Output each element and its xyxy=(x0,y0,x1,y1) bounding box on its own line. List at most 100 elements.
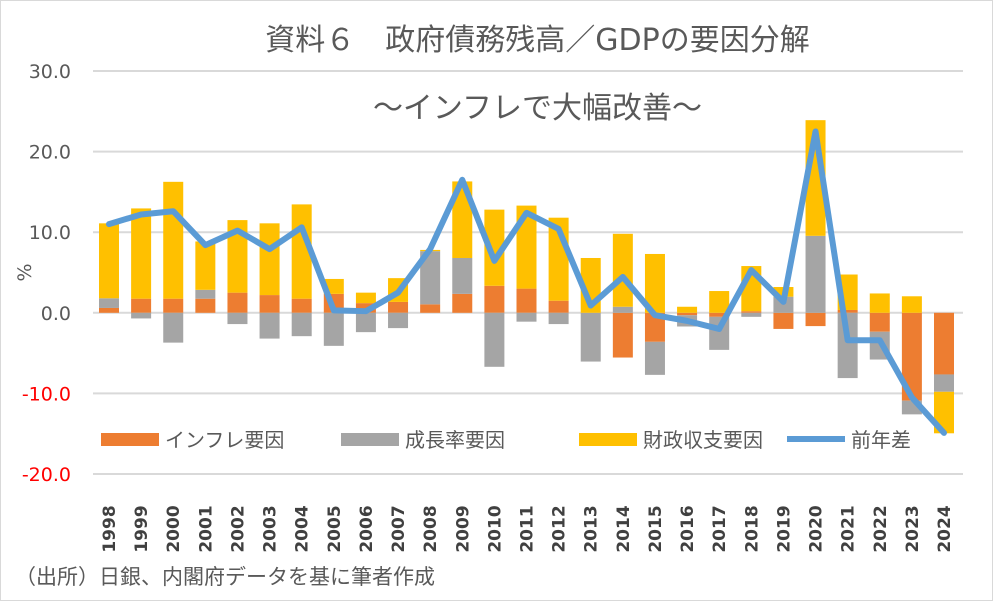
bar-財政収支要因-2006 xyxy=(355,292,376,304)
y-tick-label: -20.0 xyxy=(22,464,71,486)
bar-成長率要因-2012 xyxy=(548,312,569,325)
bar-財政収支要因-1999 xyxy=(131,208,152,299)
bar-インフレ要因-2009 xyxy=(452,293,473,313)
bar-財政収支要因-2023 xyxy=(901,296,922,313)
bar-財政収支要因-1998 xyxy=(99,223,119,299)
bar-インフレ要因-2017 xyxy=(709,312,730,317)
bar-財政収支要因-2002 xyxy=(227,220,248,293)
x-tick-label: 2007 xyxy=(389,505,409,552)
source-note: （出所）日銀、内閣府データを基に筆者作成 xyxy=(15,565,435,589)
x-tick-label: 2008 xyxy=(421,505,441,552)
x-tick-label: 2019 xyxy=(774,505,794,552)
bar-インフレ要因-2015 xyxy=(644,312,665,342)
bar-成長率要因-2014 xyxy=(612,306,633,313)
bar-インフレ要因-1998 xyxy=(99,307,119,313)
y-axis-label: % xyxy=(14,263,36,281)
bar-インフレ要因-2014 xyxy=(612,312,633,358)
bar-成長率要因-2003 xyxy=(259,312,280,339)
bar-成長率要因-2018 xyxy=(741,312,762,317)
bar-インフレ要因-2003 xyxy=(259,295,280,313)
bar-成長率要因-2008 xyxy=(420,251,441,305)
bar-インフレ要因-2022 xyxy=(869,312,890,332)
bar-インフレ要因-2023 xyxy=(901,312,922,401)
legend-label: 前年差 xyxy=(851,428,911,452)
bar-インフレ要因-2002 xyxy=(227,292,248,313)
y-tick-label: 30.0 xyxy=(29,61,71,83)
bar-インフレ要因-2024 xyxy=(934,312,954,375)
x-tick-label: 2009 xyxy=(453,505,473,552)
bar-インフレ要因-2004 xyxy=(291,298,312,313)
x-tick-label: 2004 xyxy=(293,505,313,552)
bar-成長率要因-2007 xyxy=(388,312,409,329)
x-tick-label: 2011 xyxy=(518,505,538,552)
x-tick-label: 1998 xyxy=(100,505,120,552)
bar-財政収支要因-2016 xyxy=(677,306,698,313)
bar-財政収支要因-2022 xyxy=(869,293,890,313)
bar-成長率要因-2005 xyxy=(323,312,344,346)
x-tick-label: 2018 xyxy=(742,505,762,552)
bar-インフレ要因-2000 xyxy=(163,298,184,313)
x-tick-label: 2006 xyxy=(357,505,377,552)
chart-subtitle: ～インフレで大幅改善～ xyxy=(372,91,703,126)
bar-インフレ要因-2012 xyxy=(548,300,569,313)
legend-label: 財政収支要因 xyxy=(643,428,763,452)
bar-財政収支要因-2011 xyxy=(516,205,537,289)
bar-財政収支要因-2017 xyxy=(709,291,730,313)
bar-成長率要因-2009 xyxy=(452,257,473,294)
bar-インフレ要因-2007 xyxy=(388,301,409,313)
bar-成長率要因-2004 xyxy=(291,312,312,337)
bar-財政収支要因-2014 xyxy=(612,233,633,307)
legend-label: インフレ要因 xyxy=(165,428,284,452)
x-tick-label: 2024 xyxy=(935,505,955,552)
bar-インフレ要因-2016 xyxy=(677,312,698,316)
bar-成長率要因-2011 xyxy=(516,312,537,322)
x-tick-label: 2001 xyxy=(196,505,216,552)
bar-財政収支要因-2015 xyxy=(644,253,665,313)
x-tick-label: 2003 xyxy=(261,505,281,552)
legend-swatch xyxy=(341,433,399,446)
bar-インフレ要因-2008 xyxy=(420,304,441,313)
x-tick-label: 2020 xyxy=(807,505,827,552)
bar-インフレ要因-2001 xyxy=(195,298,216,313)
y-tick-label: 20.0 xyxy=(29,142,71,164)
y-tick-label: 0.0 xyxy=(41,303,71,325)
x-tick-label: 2002 xyxy=(228,505,248,552)
bar-成長率要因-2000 xyxy=(163,312,184,343)
legend-label: 成長率要因 xyxy=(405,428,505,452)
bar-成長率要因-2015 xyxy=(644,341,665,375)
line-前年差 xyxy=(106,128,947,436)
y-tick-label: -10.0 xyxy=(22,383,71,405)
bar-インフレ要因-2021 xyxy=(837,309,858,313)
x-tick-label: 2012 xyxy=(550,505,570,552)
bar-成長率要因-1998 xyxy=(99,298,119,308)
legend-swatch xyxy=(579,433,637,446)
x-tick-label: 2017 xyxy=(710,505,730,552)
bar-成長率要因-2024 xyxy=(934,374,954,392)
bar-成長率要因-2001 xyxy=(195,289,216,299)
chart-title: 資料６ 政府債務残高／GDPの要因分解 xyxy=(265,23,810,58)
bar-インフレ要因-2020 xyxy=(805,312,826,327)
bar-成長率要因-2002 xyxy=(227,312,248,325)
bar-成長率要因-2020 xyxy=(805,235,826,313)
bar-財政収支要因-2000 xyxy=(163,181,184,299)
x-tick-label: 2022 xyxy=(871,505,891,552)
x-tick-label: 2005 xyxy=(325,505,345,552)
x-tick-label: 2013 xyxy=(582,505,602,552)
x-tick-label: 2021 xyxy=(839,505,859,552)
bar-インフレ要因-2018 xyxy=(741,311,762,313)
bar-インフレ要因-1999 xyxy=(131,298,152,313)
x-tick-label: 2015 xyxy=(646,505,666,552)
x-tick-label: 2023 xyxy=(903,505,923,552)
y-tick-label: 10.0 xyxy=(29,222,71,244)
x-tick-label: 2014 xyxy=(614,505,634,552)
bar-成長率要因-1999 xyxy=(131,312,152,319)
bar-成長率要因-2006 xyxy=(355,312,376,333)
x-tick-label: 2016 xyxy=(678,505,698,552)
x-tick-label: 1999 xyxy=(132,505,152,552)
bar-インフレ要因-2019 xyxy=(773,312,794,329)
bar-インフレ要因-2011 xyxy=(516,288,537,313)
bar-財政収支要因-2009 xyxy=(452,181,473,258)
legend-swatch xyxy=(101,433,159,446)
